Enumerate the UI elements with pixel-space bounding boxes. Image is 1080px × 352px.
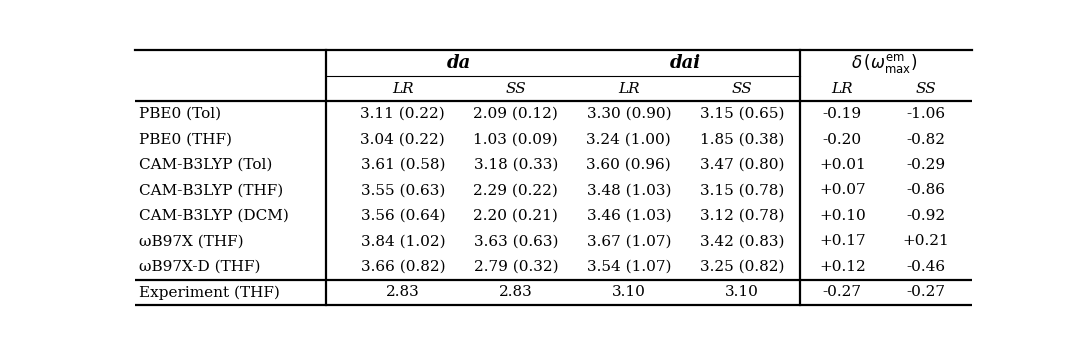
Text: 1.03 (0.09): 1.03 (0.09) bbox=[473, 133, 558, 146]
Text: -0.29: -0.29 bbox=[906, 158, 945, 172]
Text: 3.84 (1.02): 3.84 (1.02) bbox=[361, 234, 445, 249]
Text: da: da bbox=[447, 54, 472, 72]
Text: 3.54 (1.07): 3.54 (1.07) bbox=[586, 260, 671, 274]
Text: 3.25 (0.82): 3.25 (0.82) bbox=[700, 260, 784, 274]
Text: 3.47 (0.80): 3.47 (0.80) bbox=[700, 158, 784, 172]
Text: 3.10: 3.10 bbox=[612, 285, 646, 300]
Text: PBE0 (THF): PBE0 (THF) bbox=[139, 133, 232, 146]
Text: 3.67 (1.07): 3.67 (1.07) bbox=[586, 234, 671, 249]
Text: PBE0 (Tol): PBE0 (Tol) bbox=[139, 107, 221, 121]
Text: Experiment (THF): Experiment (THF) bbox=[139, 285, 280, 300]
Text: +0.10: +0.10 bbox=[819, 209, 866, 223]
Text: -0.27: -0.27 bbox=[906, 285, 945, 300]
Text: 3.15 (0.65): 3.15 (0.65) bbox=[700, 107, 784, 121]
Text: $\delta\,(\omega_{\rm max}^{\rm em})$: $\delta\,(\omega_{\rm max}^{\rm em})$ bbox=[851, 52, 917, 75]
Text: 3.30 (0.90): 3.30 (0.90) bbox=[586, 107, 671, 121]
Text: LR: LR bbox=[392, 82, 414, 96]
Text: 3.18 (0.33): 3.18 (0.33) bbox=[474, 158, 558, 172]
Text: -0.86: -0.86 bbox=[906, 183, 945, 197]
Text: +0.07: +0.07 bbox=[819, 183, 865, 197]
Text: 2.20 (0.21): 2.20 (0.21) bbox=[473, 209, 558, 223]
Text: ωB97X-D (THF): ωB97X-D (THF) bbox=[139, 260, 260, 274]
Text: 3.10: 3.10 bbox=[725, 285, 759, 300]
Text: CAM-B3LYP (THF): CAM-B3LYP (THF) bbox=[139, 183, 283, 197]
Text: 3.46 (1.03): 3.46 (1.03) bbox=[586, 209, 671, 223]
Text: +0.21: +0.21 bbox=[903, 234, 949, 249]
Text: -0.46: -0.46 bbox=[906, 260, 945, 274]
Text: +0.12: +0.12 bbox=[819, 260, 866, 274]
Text: 2.29 (0.22): 2.29 (0.22) bbox=[473, 183, 558, 197]
Text: CAM-B3LYP (Tol): CAM-B3LYP (Tol) bbox=[139, 158, 272, 172]
Text: 3.12 (0.78): 3.12 (0.78) bbox=[700, 209, 784, 223]
Text: 2.83: 2.83 bbox=[386, 285, 420, 300]
Text: +0.17: +0.17 bbox=[819, 234, 865, 249]
Text: -0.27: -0.27 bbox=[823, 285, 862, 300]
Text: +0.01: +0.01 bbox=[819, 158, 866, 172]
Text: CAM-B3LYP (DCM): CAM-B3LYP (DCM) bbox=[139, 209, 289, 223]
Text: -0.82: -0.82 bbox=[906, 133, 945, 146]
Text: SS: SS bbox=[916, 82, 936, 96]
Text: 3.60 (0.96): 3.60 (0.96) bbox=[586, 158, 671, 172]
Text: 2.83: 2.83 bbox=[499, 285, 532, 300]
Text: 3.42 (0.83): 3.42 (0.83) bbox=[700, 234, 784, 249]
Text: -0.20: -0.20 bbox=[823, 133, 862, 146]
Text: 3.48 (1.03): 3.48 (1.03) bbox=[586, 183, 671, 197]
Text: 2.79 (0.32): 2.79 (0.32) bbox=[473, 260, 558, 274]
Text: 3.11 (0.22): 3.11 (0.22) bbox=[361, 107, 445, 121]
Text: 3.04 (0.22): 3.04 (0.22) bbox=[361, 133, 445, 146]
Text: SS: SS bbox=[505, 82, 526, 96]
Text: -0.19: -0.19 bbox=[823, 107, 862, 121]
Text: -0.92: -0.92 bbox=[906, 209, 945, 223]
Text: 3.63 (0.63): 3.63 (0.63) bbox=[474, 234, 558, 249]
Text: -1.06: -1.06 bbox=[906, 107, 945, 121]
Text: dai: dai bbox=[670, 54, 701, 72]
Text: 2.09 (0.12): 2.09 (0.12) bbox=[473, 107, 558, 121]
Text: LR: LR bbox=[618, 82, 639, 96]
Text: SS: SS bbox=[731, 82, 752, 96]
Text: ωB97X (THF): ωB97X (THF) bbox=[139, 234, 244, 249]
Text: 3.56 (0.64): 3.56 (0.64) bbox=[361, 209, 445, 223]
Text: 3.24 (1.00): 3.24 (1.00) bbox=[586, 133, 671, 146]
Text: 3.55 (0.63): 3.55 (0.63) bbox=[361, 183, 445, 197]
Text: 1.85 (0.38): 1.85 (0.38) bbox=[700, 133, 784, 146]
Text: LR: LR bbox=[832, 82, 853, 96]
Text: 3.66 (0.82): 3.66 (0.82) bbox=[361, 260, 445, 274]
Text: 3.61 (0.58): 3.61 (0.58) bbox=[361, 158, 445, 172]
Text: 3.15 (0.78): 3.15 (0.78) bbox=[700, 183, 784, 197]
